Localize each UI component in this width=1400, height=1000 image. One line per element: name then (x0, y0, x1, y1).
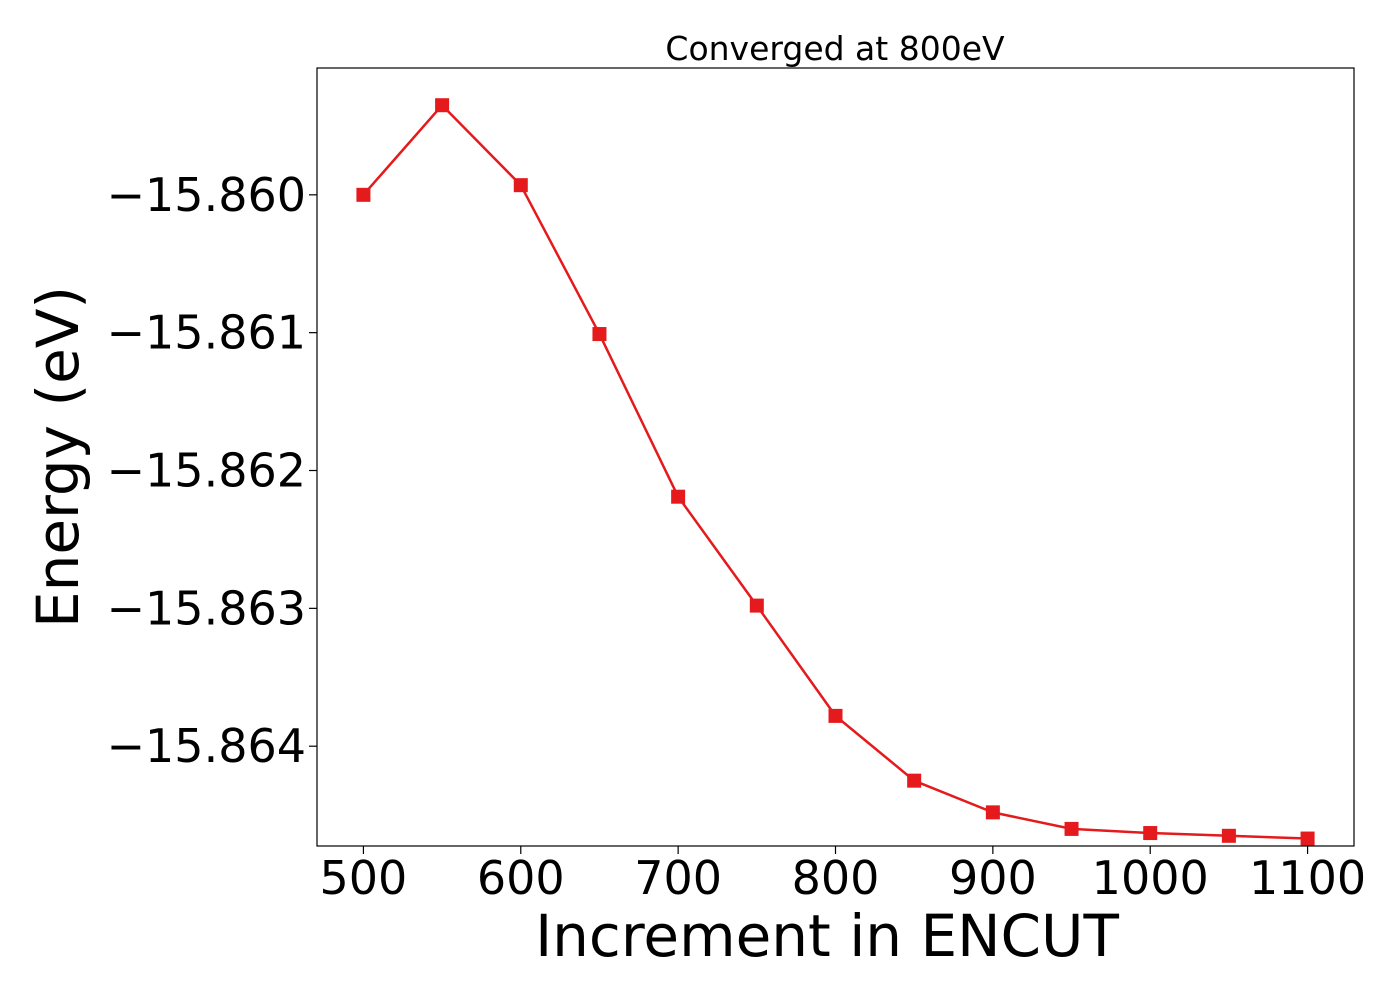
x-tick-label: 500 (320, 851, 408, 905)
data-point-marker (749, 598, 764, 613)
y-axis: −15.860 −15.861 −15.862 −15.863 −15.864 (107, 168, 317, 773)
y-tick-label: −15.861 (107, 306, 307, 360)
data-point-marker (1143, 826, 1158, 841)
x-tick-label: 800 (792, 851, 880, 905)
x-tick-label: 900 (949, 851, 1037, 905)
data-point-marker (592, 327, 607, 342)
data-point-marker (1221, 828, 1236, 843)
data-point-marker (1064, 821, 1079, 836)
x-tick-label: 700 (634, 851, 722, 905)
x-axis: 500 600 700 800 900 1000 1100 (320, 846, 1366, 905)
data-point-marker (828, 708, 843, 723)
x-tick-label: 1000 (1092, 851, 1209, 905)
x-tick-label: 600 (477, 851, 565, 905)
data-point-marker (513, 178, 528, 193)
plot-area-frame (316, 67, 1355, 847)
y-axis-label: Energy (eV) (24, 286, 92, 628)
y-tick-label: −15.863 (107, 581, 307, 635)
data-point-marker (985, 805, 1000, 820)
data-point-marker (1300, 831, 1315, 846)
data-point-marker (356, 187, 371, 202)
data-point-marker (671, 489, 686, 504)
y-tick-label: −15.864 (107, 719, 307, 773)
y-tick-label: −15.860 (107, 168, 307, 222)
series-line (362, 103, 1308, 840)
chart-title: Converged at 800eV (665, 29, 1005, 68)
y-tick-label: −15.862 (107, 444, 307, 498)
data-point-marker (435, 98, 450, 113)
x-axis-label: Increment in ENCUT (535, 902, 1119, 970)
data-point-marker (907, 773, 922, 788)
x-tick-label: 1100 (1249, 851, 1366, 905)
series-layer (356, 98, 1315, 846)
